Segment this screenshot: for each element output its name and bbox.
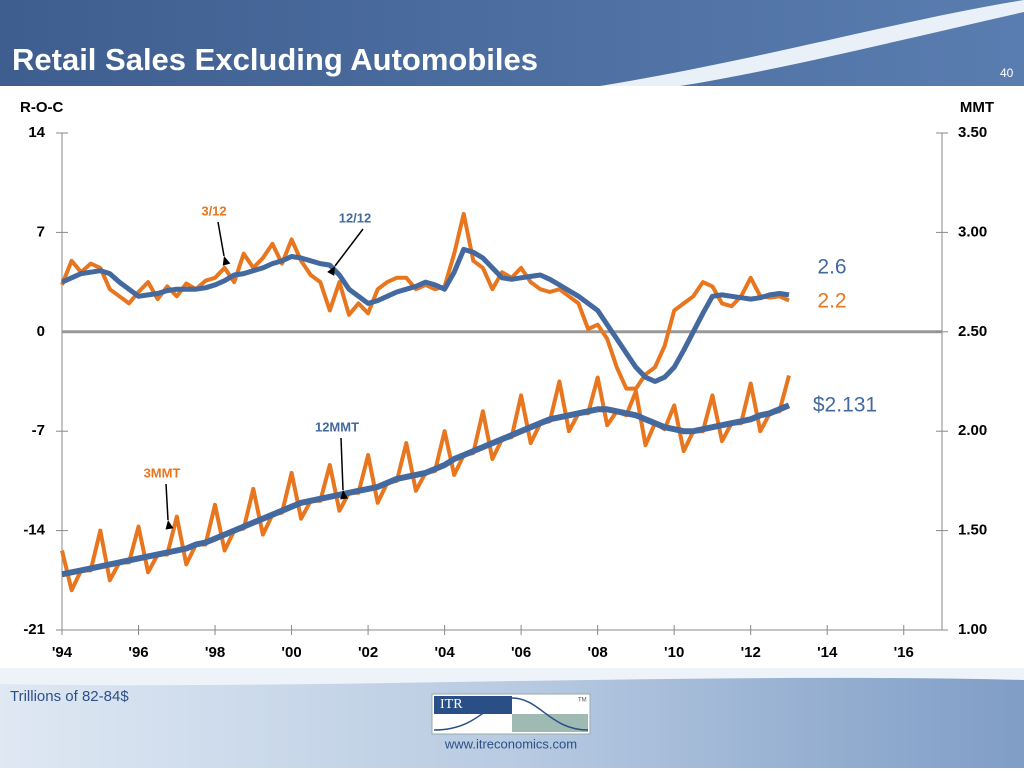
arrow-head: [165, 520, 174, 530]
logo-text: ITR: [440, 697, 463, 712]
series-line: [60, 246, 790, 384]
x-tick-label: '94: [52, 644, 73, 661]
logo-curve: [433, 697, 589, 731]
logo-tm: TM: [578, 698, 587, 704]
footer-url: www.itreconomics.com: [444, 736, 577, 751]
series-label: 12MMT: [315, 419, 359, 434]
logo-block: [434, 696, 512, 714]
arrow-head: [340, 490, 349, 500]
series-label: 3/12: [201, 203, 226, 218]
x-tick-label: '16: [894, 644, 914, 661]
chart-bg: [0, 86, 1024, 668]
x-tick-label: '04: [434, 644, 455, 661]
plot: R-O-C MMT 14 7 0 -7 -14 -21 3.50 3.00 2.50 2.00 1.50…: [20, 99, 994, 661]
end-label: 2.6: [817, 256, 846, 279]
page-number: 40: [1000, 66, 1014, 80]
y2-tick-label: 2.00: [958, 422, 987, 439]
end-label: 2.2: [817, 290, 846, 313]
arrow: [165, 483, 169, 521]
x-tick-label: '10: [664, 644, 684, 661]
footer-note: Trillions of 82-84$: [10, 688, 129, 705]
footer-swoosh: [0, 668, 1024, 686]
y-tick-label: 0: [37, 323, 45, 340]
x-tick-label: '00: [281, 644, 301, 661]
logo: ITR TM: [431, 693, 591, 735]
y2-tick-label: 1.50: [958, 522, 987, 539]
y2-tick-label: 1.00: [958, 621, 987, 638]
y-axis-label: R-O-C: [20, 99, 63, 116]
x-tick-label: '12: [741, 644, 761, 661]
y-tick-label: -21: [23, 621, 45, 638]
x-tick-label: '98: [205, 644, 225, 661]
arrow: [334, 228, 364, 267]
y2-tick-label: 3.00: [958, 223, 987, 240]
end-label: $2.131: [813, 394, 877, 417]
x-tick-label: '08: [588, 644, 608, 661]
arrow: [217, 221, 225, 257]
series-label: 12/12: [339, 210, 372, 225]
arrow-head: [327, 265, 335, 276]
arrow: [340, 437, 344, 491]
series-label: 3MMT: [144, 465, 181, 480]
x-tick-label: '06: [511, 644, 531, 661]
title: Retail Sales Excluding Automobiles: [12, 42, 538, 77]
y-tick-label: 14: [28, 124, 45, 141]
x-tick-label: '96: [128, 644, 148, 661]
header-swoosh: [600, 0, 1024, 86]
y2-axis-label: MMT: [960, 99, 994, 116]
y2-tick-label: 3.50: [958, 124, 987, 141]
series-line: [61, 402, 791, 578]
y-tick-label: -14: [23, 522, 45, 539]
x-tick-label: '02: [358, 644, 378, 661]
arrow-head: [222, 256, 231, 266]
x-tick-label: '14: [817, 644, 838, 661]
y-tick-label: -7: [32, 422, 45, 439]
y2-tick-label: 2.50: [958, 323, 987, 340]
y-tick-label: 7: [37, 223, 45, 240]
